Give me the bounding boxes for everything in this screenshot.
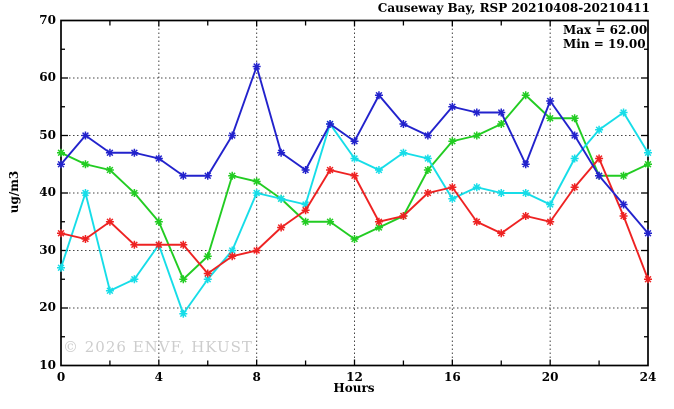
x-tick-label: 20 (541, 369, 559, 384)
x-axis-title: Hours (333, 381, 375, 395)
y-tick-label: 20 (39, 300, 56, 314)
watermark: © 2026 ENVF, HKUST (63, 338, 253, 356)
x-tick-label: 12 (346, 369, 363, 384)
min-value-label: Min = 19.00 (563, 37, 646, 51)
x-tick-label: 8 (252, 369, 261, 384)
y-tick-label: 30 (39, 242, 56, 257)
max-value-label: Max = 62.00 (563, 23, 648, 37)
y-tick-label: 10 (39, 357, 56, 372)
x-tick-label: 24 (639, 369, 657, 384)
x-tick-label: 16 (443, 369, 461, 384)
y-tick-label: 50 (39, 127, 56, 142)
y-tick-label: 60 (39, 70, 56, 84)
x-tick-label: 0 (56, 369, 66, 384)
y-tick-label: 40 (39, 185, 56, 199)
y-axis-title: ug/m3 (7, 170, 21, 214)
chart-title: Causeway Bay, RSP 20210408-20210411 (377, 1, 650, 15)
x-tick-label: 4 (154, 369, 163, 384)
y-tick-label: 70 (39, 12, 56, 27)
